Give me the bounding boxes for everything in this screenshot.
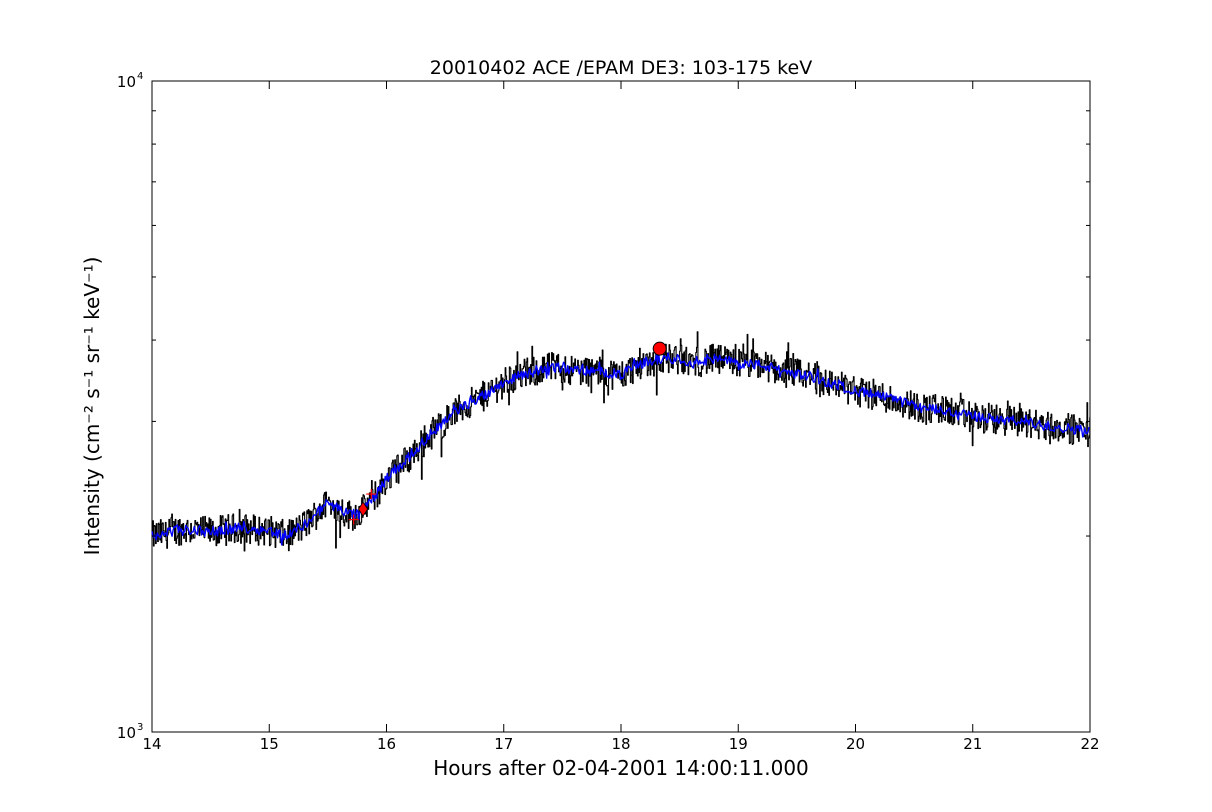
x-tick-label: 21 bbox=[963, 735, 982, 753]
y-tick-exponent: 3 bbox=[137, 722, 143, 733]
y-tick-exponent: 4 bbox=[137, 71, 143, 82]
x-axis-label: Hours after 02-04-2001 14:00:11.000 bbox=[433, 756, 809, 780]
onset-marker bbox=[358, 501, 369, 517]
onset-bound-marker bbox=[348, 514, 359, 525]
peak-marker bbox=[652, 341, 667, 356]
x-tick-label: 15 bbox=[260, 735, 279, 753]
y-tick-label: 10 bbox=[117, 73, 136, 91]
series-line-smoothed bbox=[151, 349, 1090, 546]
y-tick-label: 10 bbox=[117, 724, 136, 742]
y-axis-label: Intensity (cm⁻² s⁻¹ sr⁻¹ keV⁻¹) bbox=[80, 257, 104, 556]
x-tick-label: 19 bbox=[729, 735, 748, 753]
x-tick-label: 17 bbox=[494, 735, 513, 753]
marker-layer bbox=[348, 341, 667, 525]
onset-bound-marker bbox=[366, 489, 377, 500]
x-tick-label: 16 bbox=[377, 735, 396, 753]
series-layer bbox=[151, 331, 1091, 552]
x-tick-label: 22 bbox=[1080, 735, 1099, 753]
chart-title: 20010402 ACE /EPAM DE3: 103-175 keV bbox=[430, 57, 812, 79]
x-tick-label: 14 bbox=[142, 735, 161, 753]
x-tick-label: 18 bbox=[611, 735, 630, 753]
x-tick-label: 20 bbox=[846, 735, 865, 753]
